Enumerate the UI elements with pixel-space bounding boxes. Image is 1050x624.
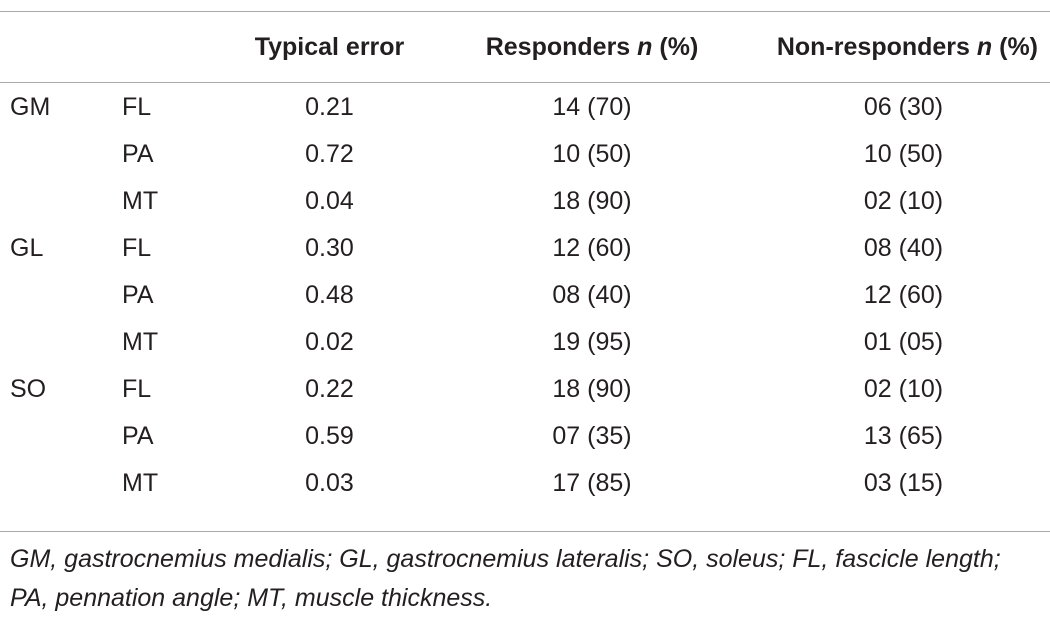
cell-muscle: SO bbox=[10, 375, 47, 403]
table-row: MT 0.04 18 (90) 02 (10) bbox=[0, 178, 1050, 225]
cell-responders: 07 (35) bbox=[552, 422, 632, 450]
table-header: Typical error Responders n (%) Non-respo… bbox=[0, 12, 1050, 82]
table-row: PA 0.59 07 (35) 13 (65) bbox=[0, 413, 1050, 460]
cell-parameter: FL bbox=[122, 375, 152, 403]
cell-parameter: MT bbox=[122, 328, 159, 356]
cell-muscle: GM bbox=[10, 93, 51, 121]
cell-typical-error: 0.22 bbox=[305, 375, 354, 403]
cell-non-responders: 13 (65) bbox=[863, 422, 944, 450]
cell-parameter: PA bbox=[122, 281, 154, 309]
cell-muscle bbox=[0, 178, 85, 225]
header-muscle bbox=[0, 12, 85, 82]
cell-non-responders: 08 (40) bbox=[863, 234, 944, 262]
cell-typical-error: 0.04 bbox=[305, 187, 354, 215]
cell-typical-error: 0.21 bbox=[305, 93, 354, 121]
header-non-responders-n: n bbox=[976, 32, 993, 61]
header-responders-prefix: Responders bbox=[485, 32, 638, 61]
cell-responders: 19 (95) bbox=[552, 328, 632, 356]
cell-muscle: GL bbox=[10, 234, 44, 262]
cell-responders: 17 (85) bbox=[552, 469, 632, 497]
results-table: Typical error Responders n (%) Non-respo… bbox=[0, 12, 1050, 507]
cell-responders: 14 (70) bbox=[552, 93, 632, 121]
table-row: MT 0.03 17 (85) 03 (15) bbox=[0, 460, 1050, 507]
cell-muscle bbox=[0, 272, 85, 319]
cell-muscle bbox=[0, 131, 85, 178]
top-rule bbox=[0, 11, 1050, 12]
cell-parameter: PA bbox=[122, 140, 154, 168]
cell-parameter: PA bbox=[122, 422, 154, 450]
cell-typical-error: 0.48 bbox=[305, 281, 354, 309]
header-typical-error: Typical error bbox=[254, 32, 405, 61]
header-row: Typical error Responders n (%) Non-respo… bbox=[0, 12, 1050, 82]
table-row: SO FL 0.22 18 (90) 02 (10) bbox=[0, 366, 1050, 413]
cell-responders: 08 (40) bbox=[552, 281, 632, 309]
cell-non-responders: 12 (60) bbox=[863, 281, 944, 309]
header-rule bbox=[0, 82, 1050, 83]
cell-responders: 10 (50) bbox=[552, 140, 632, 168]
cell-responders: 12 (60) bbox=[552, 234, 632, 262]
cell-parameter: MT bbox=[122, 187, 159, 215]
header-responders-suffix: (%) bbox=[652, 32, 699, 61]
cell-non-responders: 06 (30) bbox=[863, 93, 944, 121]
cell-non-responders: 10 (50) bbox=[863, 140, 944, 168]
table-row: PA 0.72 10 (50) 10 (50) bbox=[0, 131, 1050, 178]
header-non-responders-suffix: (%) bbox=[992, 32, 1038, 61]
header-non-responders: Non-responders n (%) bbox=[757, 12, 1050, 82]
cell-responders: 18 (90) bbox=[552, 375, 632, 403]
cell-non-responders: 03 (15) bbox=[863, 469, 944, 497]
table-footnote: GM, gastrocnemius medialis; GL, gastrocn… bbox=[10, 545, 1001, 612]
cell-muscle bbox=[0, 413, 85, 460]
table-body: GM FL 0.21 14 (70) 06 (30) PA 0.72 10 (5… bbox=[0, 82, 1050, 507]
cell-non-responders: 01 (05) bbox=[863, 328, 944, 356]
table-row: MT 0.02 19 (95) 01 (05) bbox=[0, 319, 1050, 366]
table-row: GL FL 0.30 12 (60) 08 (40) bbox=[0, 225, 1050, 272]
cell-parameter: FL bbox=[122, 93, 152, 121]
cell-muscle bbox=[0, 460, 85, 507]
cell-non-responders: 02 (10) bbox=[863, 375, 944, 403]
cell-typical-error: 0.03 bbox=[305, 469, 354, 497]
cell-parameter: MT bbox=[122, 469, 159, 497]
table-row: PA 0.48 08 (40) 12 (60) bbox=[0, 272, 1050, 319]
cell-typical-error: 0.02 bbox=[305, 328, 354, 356]
cell-typical-error: 0.72 bbox=[305, 140, 354, 168]
header-responders-n: n bbox=[637, 32, 653, 61]
cell-muscle bbox=[0, 319, 85, 366]
cell-non-responders: 02 (10) bbox=[863, 187, 944, 215]
header-non-responders-prefix: Non-responders bbox=[776, 32, 977, 61]
bottom-rule bbox=[0, 531, 1050, 532]
cell-parameter: FL bbox=[122, 234, 152, 262]
header-parameter bbox=[85, 12, 232, 82]
cell-typical-error: 0.30 bbox=[305, 234, 354, 262]
table-row: GM FL 0.21 14 (70) 06 (30) bbox=[0, 82, 1050, 131]
cell-typical-error: 0.59 bbox=[305, 422, 354, 450]
header-responders: Responders n (%) bbox=[427, 12, 757, 82]
cell-responders: 18 (90) bbox=[552, 187, 632, 215]
